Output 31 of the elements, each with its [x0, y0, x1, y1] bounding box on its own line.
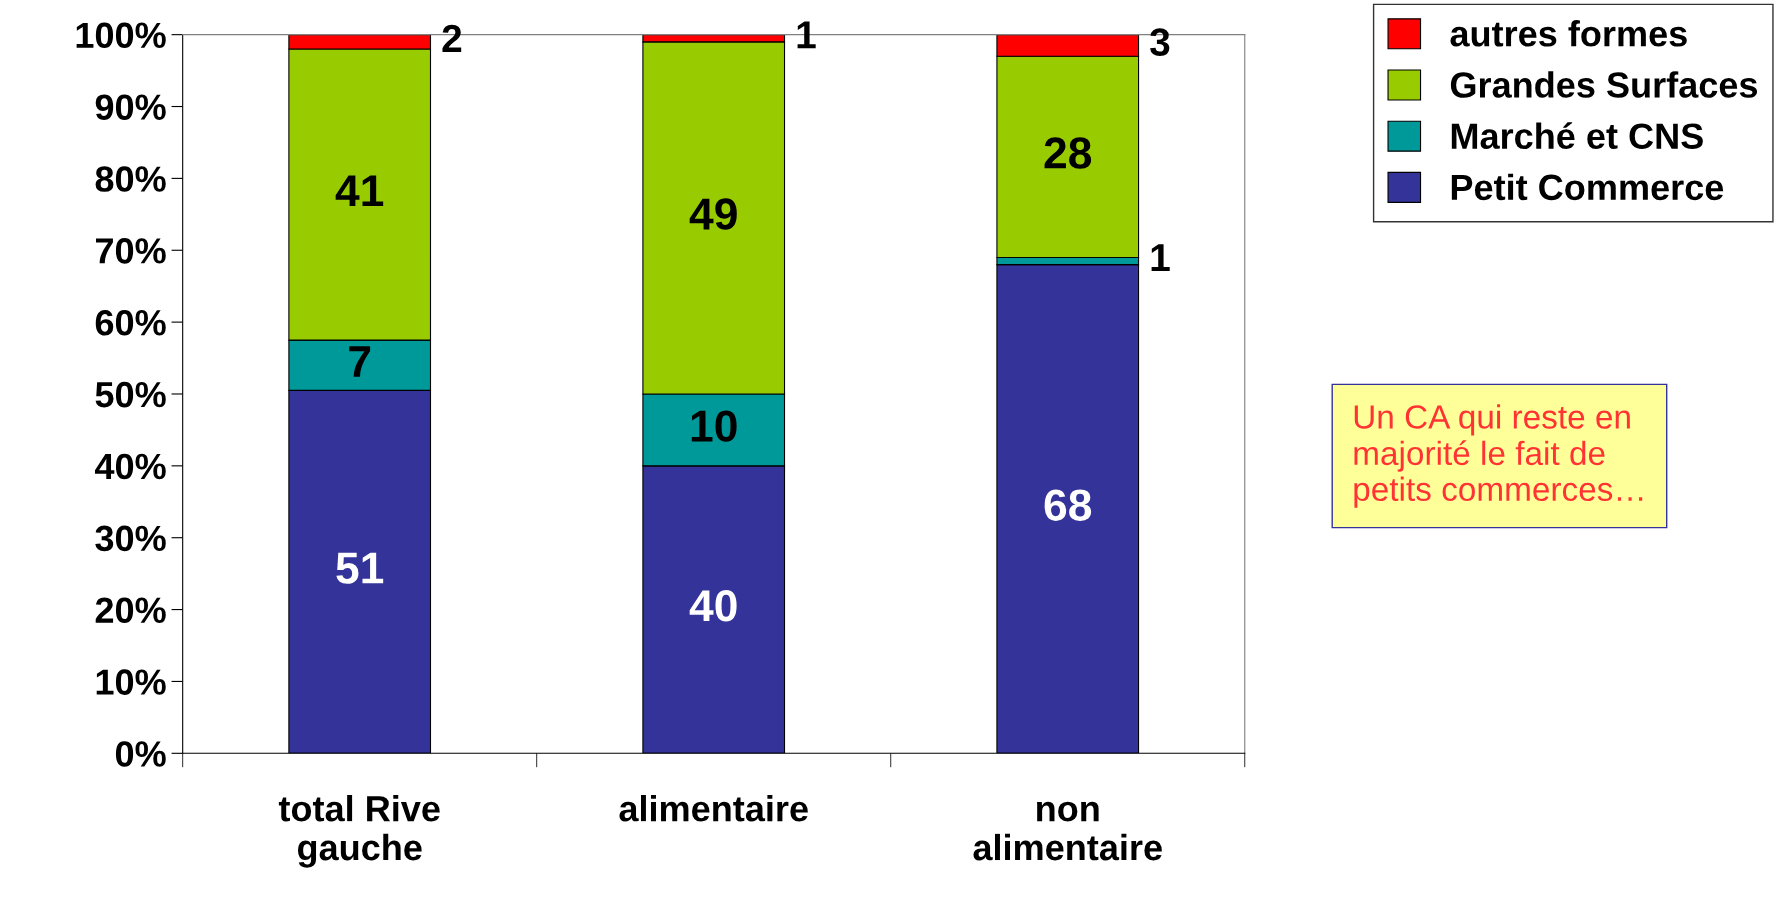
- y-tick-label: 80%: [95, 166, 166, 192]
- x-tick-label: total Rive gauche: [278, 794, 440, 868]
- y-tick-label: 50%: [95, 381, 166, 408]
- legend-label: Marché et CNS: [1451, 122, 1703, 149]
- data-label: 1: [1151, 244, 1170, 272]
- y-tick-label: 10%: [96, 669, 166, 695]
- data-label: 68: [1044, 489, 1092, 521]
- data-label: 49: [689, 198, 737, 230]
- text: Un CA qui reste en majorité le fait de petits commerces…: [1354, 404, 1643, 508]
- y-tick-label: 0%: [115, 741, 166, 767]
- y-tick-label: 60%: [95, 309, 166, 336]
- y-tick-label: 40%: [94, 453, 166, 480]
- x-tick-label: alimentaire: [619, 794, 808, 822]
- legend-label: Grandes Surfaces: [1450, 71, 1758, 98]
- legend-label: autres formes: [1450, 20, 1687, 47]
- x-tick-label: non alimentaire: [973, 801, 1162, 861]
- y-tick-label: 100%: [76, 22, 166, 49]
- y-tick-label: 70%: [95, 238, 166, 264]
- data-label: 2: [442, 24, 462, 52]
- data-label: 1: [797, 21, 816, 49]
- data-label: 3: [1150, 28, 1170, 56]
- data-label: 40: [689, 590, 737, 622]
- data-label: 10: [691, 410, 737, 442]
- data-label: 7: [349, 346, 371, 377]
- y-tick-label: 20%: [95, 597, 166, 624]
- data-label: 28: [1044, 137, 1092, 169]
- legend-label: Petit Commerce: [1451, 173, 1724, 201]
- data-label: 51: [336, 552, 384, 584]
- y-tick-label: 30%: [95, 525, 166, 552]
- data-label: 41: [335, 175, 384, 207]
- y-tick-label: 90%: [95, 94, 166, 120]
